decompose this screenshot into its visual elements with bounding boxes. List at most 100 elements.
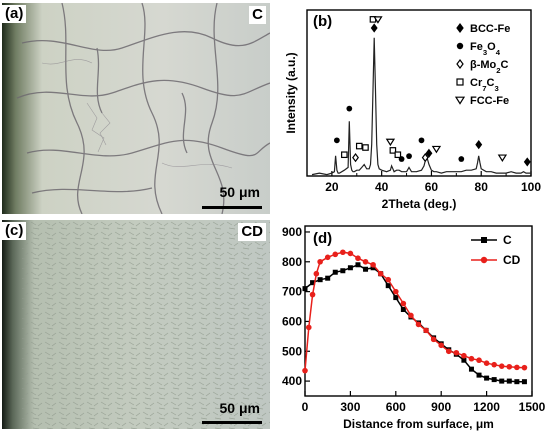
data-point-c: [461, 357, 467, 363]
data-point-c: [400, 307, 406, 313]
panel-a-label: (a): [2, 5, 27, 23]
data-point-cd: [400, 300, 407, 307]
data-point-cd: [453, 349, 460, 356]
y-tick-label-d: 600: [282, 314, 302, 328]
data-point-cd: [302, 367, 308, 374]
data-point-cd: [385, 276, 392, 283]
data-point-cd: [305, 324, 312, 331]
data-point-cd: [514, 364, 520, 371]
peak-marker: [385, 138, 396, 147]
peak-marker: [425, 148, 433, 158]
legend-marker-b: [454, 96, 466, 105]
data-point-cd: [393, 288, 399, 295]
data-point-cd: [483, 360, 490, 366]
peak-marker: [418, 137, 425, 144]
data-point-c: [325, 275, 331, 281]
data-point-cd: [355, 255, 361, 262]
data-point-cd: [324, 254, 331, 261]
y-tick-label-d: 500: [282, 344, 302, 358]
peak-marker: [398, 156, 405, 162]
data-point-cd: [506, 363, 513, 370]
scale-bar-label-c: 50 μm: [219, 400, 260, 416]
data-point-cd: [430, 336, 437, 343]
data-point-c: [506, 378, 512, 384]
data-point-cd: [423, 327, 429, 334]
sample-tag-cd: CD: [238, 223, 266, 241]
data-point-c: [317, 277, 323, 283]
x-tick-label-d: 1200: [473, 400, 500, 414]
scale-bar-a: [202, 206, 262, 209]
plot-frame-d: [304, 225, 533, 397]
legend-marker-b: [456, 78, 464, 86]
x-tick-label-b: 80: [475, 180, 489, 194]
x-tick-label-b: 60: [425, 180, 439, 194]
micrograph-c-image: [2, 3, 270, 214]
x-tick-label-d: 600: [386, 400, 406, 414]
x-tick-label-d: 900: [431, 400, 451, 414]
peak-marker: [346, 105, 353, 112]
data-point-c: [370, 265, 376, 271]
data-point-c: [468, 366, 474, 372]
x-axis-label-d: Distance from surface, μm: [343, 417, 494, 431]
data-point-cd: [445, 348, 452, 355]
xrd-chart: (b) 20 40 60 80 100 2Theta (deg.) Intensity (a.…: [284, 9, 541, 211]
data-point-c: [355, 262, 361, 268]
peak-marker: [497, 154, 508, 162]
scale-bar-c: [202, 421, 262, 424]
x-tick-label-d: 300: [340, 400, 360, 414]
peak-marker: [523, 157, 531, 167]
data-point-c: [393, 295, 399, 301]
legend-marker-b: [456, 23, 464, 33]
panel-c-label: (c): [2, 222, 27, 240]
data-point-cd: [468, 355, 475, 362]
panel-d-label: (d): [313, 230, 332, 247]
data-point-c: [385, 283, 391, 289]
data-point-c: [514, 379, 520, 385]
legend-marker-c: [481, 237, 487, 243]
xrd-pattern-line: [311, 37, 531, 176]
data-point-cd: [370, 261, 376, 268]
x-tick-label-b: 100: [521, 180, 541, 194]
micrograph-c: (a) C 50 μm: [2, 3, 270, 214]
legend-marker-cd: [480, 256, 488, 264]
y-tick-label-d: 400: [282, 374, 302, 388]
x-axis-label-b: 2Theta (deg.): [382, 197, 457, 211]
legend-label-b: BCC-Fe: [470, 23, 510, 35]
data-point-cd: [340, 249, 346, 256]
data-point-cd: [521, 364, 528, 371]
data-point-cd: [408, 312, 414, 319]
peak-marker: [333, 137, 340, 144]
data-point-c: [340, 268, 346, 274]
legend-label-b: Cr7C3: [470, 77, 499, 93]
legend-label-b: β-Mo2C: [470, 59, 509, 75]
data-point-c: [363, 266, 369, 272]
data-point-c: [491, 377, 497, 383]
data-point-cd: [461, 352, 467, 359]
y-tick-label-d: 900: [282, 225, 302, 239]
data-point-cd: [362, 258, 369, 265]
data-point-cd: [476, 357, 482, 364]
peak-marker: [362, 144, 369, 151]
scale-bar-label-a: 50 μm: [219, 184, 260, 200]
y-tick-label-d: 800: [282, 255, 302, 269]
legend-marker-b: [456, 59, 464, 69]
peak-marker: [355, 142, 363, 150]
micrograph-cd: (c) CD 50 μm: [2, 220, 270, 429]
peak-marker: [341, 151, 348, 159]
data-point-cd: [415, 321, 422, 328]
peak-marker: [352, 152, 359, 163]
data-point-cd: [438, 342, 444, 349]
peak-marker: [394, 151, 402, 159]
data-point-cd: [377, 270, 384, 277]
legend-marker-b: [456, 42, 464, 50]
peak-marker: [431, 145, 442, 154]
data-point-c: [521, 379, 527, 385]
data-point-c: [302, 286, 308, 292]
legend-label-c: C: [503, 233, 512, 247]
peak-marker: [406, 153, 412, 160]
data-point-c: [332, 269, 338, 275]
data-point-c: [310, 280, 316, 286]
peak-marker: [458, 156, 465, 162]
peak-marker: [389, 147, 397, 154]
data-point-c: [499, 378, 505, 384]
